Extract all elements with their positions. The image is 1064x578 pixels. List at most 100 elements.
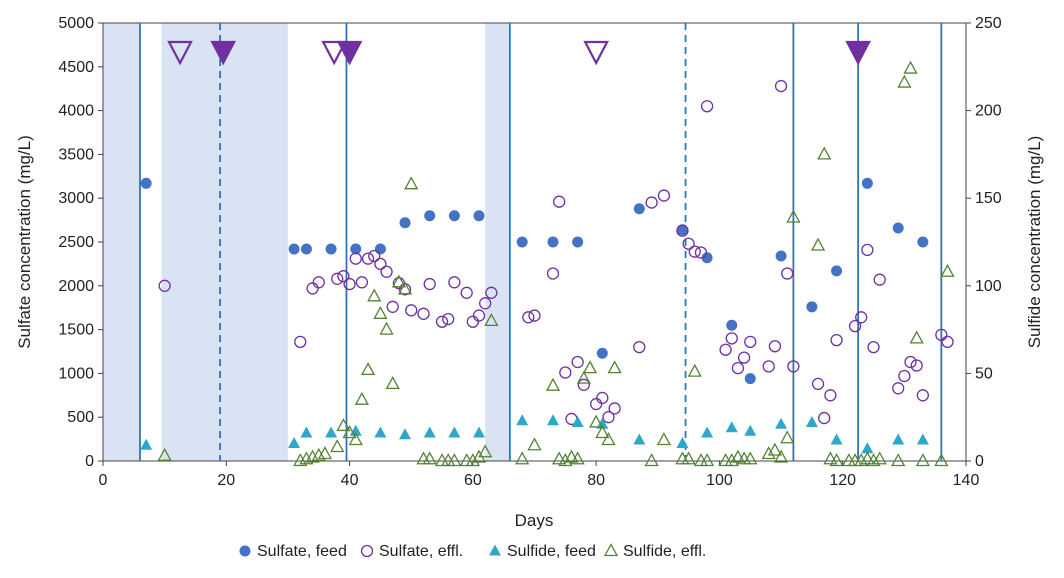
sulfide-effluent-point bbox=[897, 74, 912, 88]
sulfide-feed-point bbox=[596, 417, 609, 429]
sulfide-effluent-point bbox=[847, 453, 863, 467]
y-left-tick-label: 2000 bbox=[58, 278, 94, 295]
sulfate-feed-point bbox=[325, 243, 337, 255]
sulfate-feed-point bbox=[917, 236, 929, 248]
y-right-tick-label: 150 bbox=[975, 190, 1002, 207]
sulfide-effluent-point bbox=[854, 453, 869, 467]
sulfide-effluent-point bbox=[360, 362, 376, 376]
x-tick-label: 0 bbox=[99, 472, 108, 489]
sulfide-effluent-point bbox=[817, 146, 832, 160]
sulfide-effluent-point bbox=[422, 451, 437, 465]
sulfide-effluent-point bbox=[934, 453, 949, 467]
sulfide-effluent-point bbox=[330, 439, 345, 453]
sulfate-effluent-point bbox=[768, 340, 782, 353]
sulfide-effluent-point bbox=[681, 451, 696, 465]
sulfide-effluent-point bbox=[829, 453, 844, 467]
x-tick-label: 140 bbox=[953, 472, 980, 489]
x-tick-label: 100 bbox=[706, 472, 733, 489]
sulfide-feed-point bbox=[676, 436, 689, 448]
sulfate-effluent-point bbox=[719, 343, 732, 356]
sulfide-effluent-point bbox=[909, 330, 924, 344]
sulfate-effluent-point bbox=[158, 279, 171, 292]
sulfate-feed-point bbox=[516, 236, 528, 248]
sulfide-effluent-point bbox=[385, 376, 400, 390]
y-axis-left-title: Sulfate concentration (mg/L) bbox=[15, 135, 34, 349]
event-marker-open bbox=[583, 40, 609, 66]
sulfide-effluent-point bbox=[515, 451, 530, 465]
sulfide-effluent-point bbox=[336, 418, 351, 432]
sulfate-effluent-point bbox=[294, 335, 307, 349]
sulfide-effluent-point bbox=[940, 263, 955, 277]
sulfide-feed-point bbox=[571, 415, 584, 427]
sulfide-effluent-point bbox=[780, 430, 795, 444]
sulfate-effluent-point bbox=[725, 332, 738, 345]
sulfide-effluent-point bbox=[305, 449, 320, 463]
shaded-periods bbox=[103, 23, 510, 461]
sulfide-effluent-point bbox=[299, 451, 314, 465]
y-left-tick-label: 5000 bbox=[58, 15, 94, 32]
sulfate-effluent-point bbox=[608, 402, 621, 415]
sulfate-effluent-point bbox=[442, 312, 455, 326]
sulfide-feed-point bbox=[374, 426, 387, 438]
sulfide-effluent-point bbox=[459, 453, 474, 467]
sulfate-feed-point bbox=[892, 222, 904, 234]
sulfate-effluent-point bbox=[682, 237, 695, 250]
sulfate-effluent-point bbox=[855, 311, 868, 324]
sulfide-feed-point bbox=[300, 426, 313, 438]
sulfide-effluent-point bbox=[866, 453, 881, 467]
sulfide-feed-point bbox=[744, 424, 757, 436]
x-axis-title: Days bbox=[515, 511, 554, 530]
sulfide-feed-point bbox=[892, 433, 905, 445]
legend-label: Sulfate, feed bbox=[257, 543, 347, 560]
sulfide-effluent-point bbox=[570, 451, 585, 465]
sulfide-effluent-point bbox=[434, 453, 450, 467]
sulfide-effluent-point bbox=[644, 453, 659, 467]
sulfate-feed-point bbox=[861, 177, 873, 189]
sulfate-effluent-point bbox=[824, 389, 837, 402]
sulfate-feed-point bbox=[288, 243, 300, 255]
sulfide-effluent-point bbox=[700, 453, 715, 467]
sulfate-effluent-point bbox=[435, 315, 449, 328]
sulfide-feed-point bbox=[473, 426, 486, 438]
sulfide-feed-point bbox=[701, 426, 714, 438]
sulfide-effluent-point bbox=[595, 425, 610, 439]
y-right-tick-label: 0 bbox=[975, 453, 984, 470]
sulfate-effluent-point bbox=[688, 245, 701, 258]
sulfate-effluent-point bbox=[460, 286, 473, 299]
sulfide-feed-point bbox=[725, 421, 738, 433]
sulfide-effluent-point bbox=[564, 449, 579, 463]
sulfide-effluent-point bbox=[810, 237, 826, 251]
sulfide-effluent-point bbox=[367, 288, 382, 302]
sulfide-effluent-point bbox=[348, 432, 363, 446]
sulfide-effluent-point bbox=[687, 363, 702, 377]
sulfide-effluent-point bbox=[441, 453, 456, 467]
event-marker-filled bbox=[210, 40, 237, 66]
sulfate-effluent-point bbox=[762, 360, 775, 373]
sulfide-effluent-point bbox=[317, 446, 333, 460]
sulfide-effluent-point bbox=[397, 281, 413, 295]
sulfide-effluent-point bbox=[823, 451, 838, 465]
sulfate-effluent-point bbox=[892, 382, 905, 395]
sulfide-effluent-point bbox=[527, 437, 542, 451]
sulfide-feed-point bbox=[288, 436, 301, 448]
sulfide-effluent-point bbox=[773, 449, 789, 463]
sulfate-effluent-point bbox=[596, 391, 609, 405]
sulfate-feed-point bbox=[701, 252, 713, 264]
event-marker-open bbox=[167, 40, 193, 66]
sulfide-feed-point bbox=[516, 414, 529, 426]
sulfate-effluent-point bbox=[577, 378, 590, 391]
sulfate-feed-point bbox=[140, 177, 152, 189]
sulfide-effluent-point bbox=[293, 453, 308, 467]
sulfate-effluent-point bbox=[417, 307, 430, 320]
sulfide-effluent-point bbox=[582, 360, 598, 374]
sulfate-feed-point bbox=[676, 224, 688, 236]
sulfide-feed-point bbox=[423, 426, 436, 438]
y-left-tick-label: 3000 bbox=[58, 190, 94, 207]
sulfide-effluent-point bbox=[391, 274, 406, 288]
sulfate-effluent-point bbox=[602, 411, 615, 424]
sulfide-effluent-point bbox=[478, 444, 493, 458]
sulfate-effluent-point bbox=[694, 246, 708, 259]
legend-label: Sulfide, effl. bbox=[623, 543, 706, 560]
event-marker-filled bbox=[845, 40, 871, 66]
